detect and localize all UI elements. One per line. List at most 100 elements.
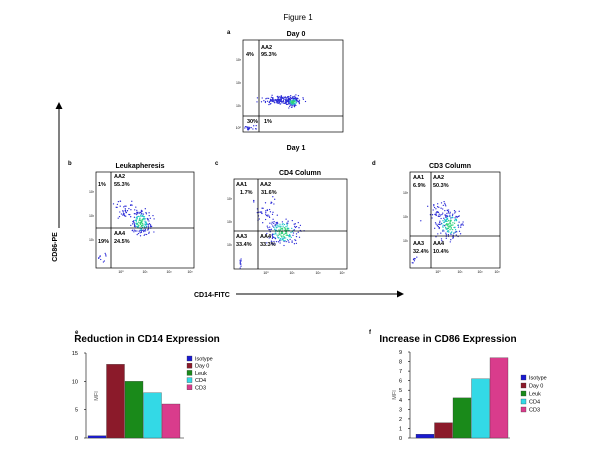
panel-a-title: Day 0 [287, 31, 306, 38]
flow-dot [264, 202, 267, 204]
panel-d-y-tick: 10² [403, 215, 409, 219]
flow-dot [268, 228, 270, 231]
flow-dot [278, 233, 280, 236]
panel-a-y-tick: 10³ [236, 58, 242, 62]
flow-dot [248, 127, 250, 130]
flow-dot [246, 127, 248, 129]
flow-dot [279, 227, 281, 229]
flow-dot [445, 216, 447, 218]
flow-dot [445, 219, 447, 221]
flow-dot [273, 220, 275, 223]
flow-dot [137, 226, 139, 228]
flow-dot [141, 210, 143, 212]
flow-dot [288, 105, 291, 107]
flow-dot [291, 241, 293, 243]
flow-dot [291, 103, 294, 106]
flow-dot [450, 228, 452, 230]
flow-dot [276, 102, 278, 104]
flow-dot [291, 101, 293, 104]
chart-f-tick-label: 1 [399, 426, 402, 432]
flow-dot [122, 214, 124, 216]
flow-dot [280, 95, 283, 98]
chart-f-tick-label: 6 [399, 379, 402, 385]
flow-dot [290, 106, 293, 108]
flow-dot [442, 208, 444, 210]
flow-dot [135, 206, 137, 208]
flow-dot [446, 223, 448, 225]
panel-c-ll-pct: 33.4% [236, 242, 252, 248]
flow-dot [282, 99, 285, 102]
panel-d-ul-pct: 6.9% [413, 183, 426, 189]
flow-dot [440, 217, 442, 220]
flow-dot [283, 102, 285, 105]
flow-dot [453, 226, 456, 229]
flow-dot [290, 104, 292, 106]
chart-e-legend-swatch [186, 377, 193, 383]
flow-dot [117, 217, 119, 219]
flow-dot [455, 234, 457, 236]
flow-dot [139, 217, 141, 219]
panel-c-ur-pct: 31.6% [261, 190, 277, 196]
flow-dot [295, 242, 298, 245]
flow-dot [137, 215, 140, 218]
flow-dot [270, 96, 273, 98]
chart-e-legend-swatch [186, 363, 193, 369]
flow-dot [292, 95, 294, 98]
flow-dot [281, 102, 283, 104]
flow-dot [442, 225, 444, 227]
flow-dot [449, 220, 451, 222]
panel-b-dots [98, 200, 155, 263]
panel-c-x-tick: 10¹ [289, 271, 295, 275]
flow-dot [295, 225, 298, 228]
flow-dot [280, 97, 283, 99]
y-axis-label: CD86-PE [52, 232, 59, 262]
flow-dot [276, 100, 278, 102]
flow-dot [145, 233, 148, 236]
flow-dot [271, 213, 274, 216]
panel-b-x-tick: 10¹ [142, 270, 148, 274]
flow-dot [282, 101, 284, 103]
flow-dot [462, 221, 464, 223]
panel-b-ll-pct: 19% [98, 239, 109, 245]
panel-d-ur-name: AA2 [433, 175, 444, 181]
flow-dot [450, 231, 452, 234]
flow-dot [281, 237, 283, 239]
flow-dot [457, 215, 460, 218]
flow-dot [290, 100, 293, 102]
chart-e-bar-cd3 [161, 403, 181, 439]
flow-dot [277, 101, 279, 103]
flow-dot [269, 103, 271, 105]
flow-dot [302, 97, 304, 99]
flow-dot [269, 100, 271, 103]
chart-f-tick-label: 7 [399, 369, 402, 375]
panel-c-ur-name: AA2 [260, 182, 271, 188]
chart-f-bar-cd4 [471, 378, 490, 439]
panel-c-x-tick: 10³ [339, 271, 345, 275]
flow-dot [304, 100, 307, 103]
flow-dot [453, 210, 456, 212]
flow-dot [286, 225, 288, 227]
flow-dot [153, 218, 155, 220]
flow-dot [268, 103, 270, 106]
flow-dot [142, 219, 144, 221]
flow-dot [445, 234, 447, 236]
flow-dot [268, 237, 270, 239]
flow-dot [266, 232, 268, 235]
flow-dot [143, 229, 145, 231]
flow-dot [277, 234, 279, 237]
flow-dot [275, 223, 277, 225]
flow-dot [458, 221, 460, 223]
flow-dot [435, 212, 437, 214]
panel-a: a Day 0 4% AA2 95.3% 30% 1% 10³ 10² 10¹ … [227, 30, 344, 152]
flow-dot [288, 95, 290, 98]
flow-dot [293, 98, 295, 101]
chart-f-tick-label: 5 [399, 388, 402, 394]
flow-dot [274, 237, 277, 240]
flow-dot [144, 228, 147, 231]
flow-dot [136, 223, 139, 225]
flow-dot [265, 211, 267, 214]
panel-a-y-tick: 10² [236, 81, 242, 85]
flow-dot [445, 227, 447, 229]
flow-dot [287, 228, 289, 230]
flow-dot [302, 98, 305, 100]
